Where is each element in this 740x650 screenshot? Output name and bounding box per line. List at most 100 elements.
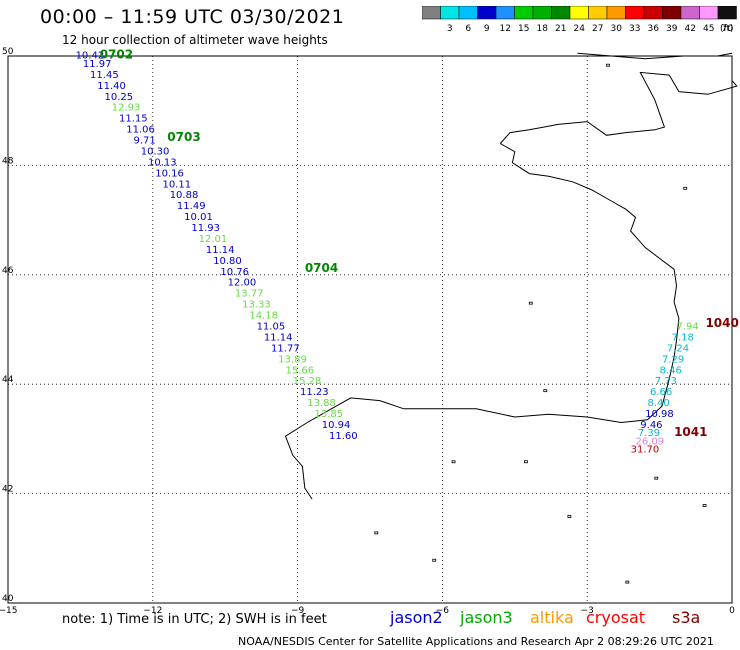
wave-height-label: 10.01	[184, 212, 213, 223]
colorbar-tick-label: 30	[611, 24, 623, 34]
wave-height-label: 13.77	[235, 289, 264, 300]
colorbar-tick-label: 42	[685, 24, 696, 34]
wave-height-label: 15.28	[293, 376, 322, 387]
colorbar-swatch	[717, 6, 737, 20]
latitude-tick-label: 46	[2, 266, 14, 276]
wave-height-label: 8.40	[648, 398, 670, 409]
wave-height-label: 11.40	[97, 81, 126, 92]
wave-height-label: 7.94	[676, 322, 698, 333]
wave-height-label: 10.98	[645, 409, 674, 420]
latitude-tick-label: 40	[2, 594, 14, 604]
wave-height-label: 11.49	[177, 201, 206, 212]
island-outline	[528, 301, 533, 305]
wave-height-label: 10.42	[76, 51, 105, 62]
wave-height-label: 15.66	[286, 365, 315, 376]
wave-height-label: 13.85	[314, 409, 343, 420]
latitude-tick-label: 50	[2, 47, 14, 57]
wave-height-label: 8.46	[660, 365, 682, 376]
wave-height-label: 9.71	[133, 136, 155, 147]
wave-height-label: 6.66	[650, 387, 672, 398]
island-outline	[702, 504, 707, 507]
longitude-tick-label: −9	[291, 606, 305, 616]
colorbar-tick-label: 27	[592, 24, 603, 34]
wave-height-label: 11.23	[300, 387, 329, 398]
wave-height-label: 11.05	[257, 322, 286, 333]
wave-height-label: 11.45	[90, 70, 119, 81]
wave-height-label: 10.30	[141, 146, 170, 157]
legend-jason3: jason3	[460, 608, 513, 627]
latitude-tick-label: 42	[2, 485, 13, 495]
wave-height-label: 31.70	[631, 445, 660, 456]
pass-time-label: 1040	[705, 316, 738, 330]
wave-height-label: 7.73	[655, 376, 677, 387]
map-subtitle: 12 hour collection of altimeter wave hei…	[62, 33, 328, 47]
wave-height-label: 12.93	[112, 103, 141, 114]
longitude-tick-label: −15	[0, 606, 18, 616]
wave-height-label: 11.97	[83, 59, 112, 70]
island-outline	[451, 460, 456, 464]
wave-height-label: 26.09	[635, 436, 664, 447]
map-title: 00:00 – 11:59 UTC 03/30/2021	[40, 6, 345, 28]
note-text: note: 1) Time is in UTC; 2) SWH is in fe…	[62, 612, 327, 627]
wave-height-label: 10.76	[220, 267, 249, 278]
island-outline	[543, 389, 548, 393]
colorbar-tick-label: 21	[555, 24, 566, 34]
wave-height-label: 10.88	[170, 190, 199, 201]
colorbar-tick-label: 45	[703, 24, 714, 34]
wave-height-label: 12.01	[199, 234, 228, 245]
wave-height-label: 10.13	[148, 157, 177, 168]
colorbar-tick-label: 6	[465, 24, 471, 34]
wave-height-label: 10.16	[155, 168, 184, 179]
wave-height-label: 11.93	[191, 223, 220, 234]
island-outline	[432, 558, 437, 562]
wave-height-label: 11.06	[126, 125, 155, 136]
colorbar-tick-label: 12	[500, 24, 511, 34]
wave-height-label: 11.60	[329, 431, 358, 442]
colorbar-unit: (ft)	[720, 24, 734, 34]
colorbar-tick-label: 24	[574, 24, 586, 34]
wave-height-label: 7.18	[672, 332, 694, 343]
pass-time-label: 0702	[100, 48, 133, 62]
longitude-tick-label: −12	[143, 606, 162, 616]
legend-s3a: s3a	[672, 608, 701, 627]
wave-height-label: 9.46	[640, 420, 662, 431]
map-frame	[7, 55, 733, 604]
colorbar-tick-label: 15	[518, 24, 529, 34]
wave-height-label: 11.15	[119, 114, 148, 125]
island-outline	[524, 460, 528, 464]
pass-time-label: 1041	[674, 425, 707, 439]
longitude-tick-label: −6	[436, 606, 450, 616]
wave-height-label: 13.88	[307, 398, 336, 409]
wave-height-label: 10.94	[322, 420, 351, 431]
colorbar: 3 6 9 12 15 18 21 24 27 30 33 36 39 42 45 70(ft)	[422, 6, 737, 34]
wave-height-label: 7.39	[638, 428, 660, 439]
coastline-north-france	[499, 71, 738, 144]
island-outline	[567, 515, 572, 518]
coastline-england	[577, 52, 733, 60]
coastline-biscay-iberia	[284, 143, 680, 500]
island-outline	[654, 476, 659, 480]
colorbar-tick-label: 3	[447, 24, 453, 34]
wave-height-label: 11.14	[264, 332, 293, 343]
pass-time-label: 0704	[305, 261, 338, 275]
legend-altika: altika	[530, 608, 574, 627]
wave-height-label: 13.33	[242, 300, 271, 311]
wave-height-label: 7.29	[662, 354, 684, 365]
wave-height-label: 13.89	[278, 354, 307, 365]
colorbar-tick-label: 39	[666, 24, 678, 34]
colorbar-tick-label: 36	[648, 24, 660, 34]
longitude-tick-label: 0	[729, 606, 735, 616]
wave-height-label: 10.25	[105, 92, 134, 103]
longitude-tick-label: −3	[581, 606, 594, 616]
legend-jason2: jason2	[390, 608, 443, 627]
island-outline	[683, 186, 688, 190]
island-outline	[374, 531, 379, 535]
wave-height-label: 7.24	[667, 343, 689, 354]
colorbar-tick-label: 9	[484, 24, 490, 34]
wave-height-label: 11.14	[206, 245, 235, 256]
colorbar-tick-label: 33	[629, 24, 640, 34]
colorbar-tick-label: 18	[537, 24, 549, 34]
wave-height-label: 14.18	[249, 311, 278, 322]
latitude-tick-label: 48	[2, 156, 14, 166]
